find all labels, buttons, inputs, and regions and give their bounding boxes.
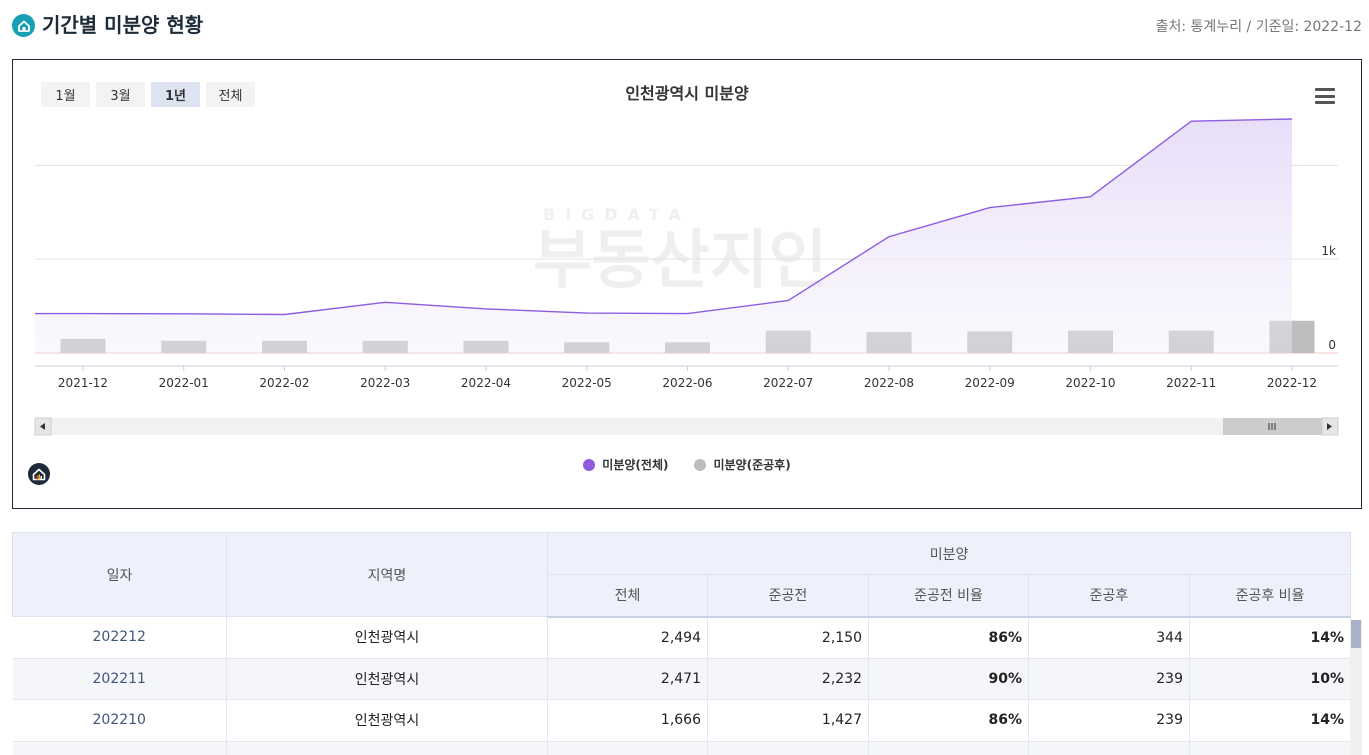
x-tick-label: 2022-02 [259, 376, 309, 390]
col-header-pre-completion-ratio[interactable]: 준공전 비율 [868, 574, 1029, 618]
navigator-left-arrow-icon [40, 423, 45, 430]
table-row[interactable] [12, 741, 1352, 755]
page-title: 기간별 미분양 현황 [42, 13, 204, 37]
cell-pre-completion-ratio: 86% [868, 616, 1029, 659]
cell-region: 인천광역시 [226, 616, 548, 659]
col-group-header-unsold: 미분양 [546, 532, 1352, 575]
cell-total [547, 741, 708, 755]
x-tick-label: 2022-09 [965, 376, 1015, 390]
cell-pre-completion [707, 741, 869, 755]
col-header-total[interactable]: 전체 [547, 574, 708, 618]
cell-total: 1,666 [547, 699, 708, 742]
x-tick-label: 2022-05 [562, 376, 612, 390]
chart-navigator[interactable] [34, 417, 1339, 436]
legend-item-total[interactable]: 미분양(전체) [583, 456, 668, 473]
data-table-wrapper: 일자 지역명 미분양 전체 준공전 준공전 비율 준공후 준공후 비율 2022… [12, 532, 1362, 755]
cell-pre-completion-ratio [868, 741, 1029, 755]
legend-label-total: 미분양(전체) [602, 458, 669, 472]
chart-panel: BIGDATA 부동산지인 0 1k 2021-12 2022-01 2022-02 20… [12, 59, 1362, 509]
cell-post-completion-ratio [1189, 741, 1352, 755]
col-header-post-completion-ratio[interactable]: 준공후 비율 [1188, 574, 1352, 618]
chart-menu-icon[interactable] [1315, 88, 1335, 104]
cell-pre-completion-ratio: 90% [868, 658, 1029, 700]
cell-date: 202211 [12, 658, 227, 700]
cell-pre-completion: 1,427 [707, 699, 869, 742]
range-button-1m[interactable]: 1월 [41, 82, 90, 107]
x-tick-label: 2022-10 [1065, 376, 1115, 390]
navigator-track[interactable] [35, 418, 1338, 435]
cell-post-completion-ratio: 14% [1189, 699, 1352, 742]
cell-post-completion-ratio: 14% [1189, 616, 1352, 659]
cell-pre-completion: 2,150 [707, 616, 869, 659]
col-header-post-completion[interactable]: 준공후 [1028, 574, 1190, 618]
chart-title: 인천광역시 미분양 [625, 84, 749, 103]
navigator-grip-icon [1268, 423, 1276, 430]
table-row[interactable]: 202211 인천광역시 2,471 2,232 90% 239 10% [12, 658, 1352, 700]
col-header-date[interactable]: 일자 [12, 532, 227, 617]
cell-region: 인천광역시 [226, 658, 548, 700]
range-button-all[interactable]: 전체 [206, 82, 255, 107]
area-total-fill [35, 119, 1292, 353]
cell-total: 2,471 [547, 658, 708, 700]
cell-pre-completion: 2,232 [707, 658, 869, 700]
legend-marker-completed [694, 458, 707, 471]
table-row[interactable]: 202210 인천광역시 1,666 1,427 86% 239 14% [12, 699, 1352, 742]
cell-post-completion-ratio: 10% [1189, 658, 1352, 700]
col-header-region[interactable]: 지역명 [226, 532, 548, 617]
source-note: 출처: 통계누리 / 기준일: 2022-12 [1155, 19, 1362, 35]
legend-marker-total [583, 458, 596, 471]
range-selector: 1월 3월 1년 전체 [41, 82, 255, 107]
x-tick-label: 2021-12 [58, 376, 108, 390]
cell-date: 202210 [12, 699, 227, 742]
cell-region [226, 741, 548, 755]
data-table: 일자 지역명 미분양 전체 준공전 준공전 비율 준공후 준공후 비율 2022… [12, 532, 1352, 755]
cell-post-completion [1028, 741, 1190, 755]
legend-item-completed[interactable]: 미분양(준공후) [694, 456, 791, 473]
logo-icon [28, 463, 50, 485]
cell-post-completion: 344 [1028, 616, 1190, 659]
line-total [35, 118, 1293, 316]
legend-label-completed: 미분양(준공후) [713, 458, 791, 472]
col-header-pre-completion[interactable]: 준공전 [707, 574, 869, 618]
navigator-right-arrow-icon [1327, 423, 1332, 430]
page-header: 기간별 미분양 현황 출처: 통계누리 / 기준일: 2022-12 [12, 10, 1362, 42]
cell-date: 202212 [12, 616, 227, 659]
table-row[interactable]: 202212 인천광역시 2,494 2,150 86% 344 14% [12, 616, 1352, 659]
chart-legend: 미분양(전체) 미분양(준공후) [13, 456, 1361, 473]
range-button-1y[interactable]: 1년 [151, 82, 200, 107]
cell-total: 2,494 [547, 616, 708, 659]
x-tick-label: 2022-06 [662, 376, 712, 390]
x-tick-label: 2022-01 [159, 376, 209, 390]
range-button-3m[interactable]: 3월 [96, 82, 145, 107]
x-tick-label: 2022-12 [1267, 376, 1317, 390]
x-tick-label: 2022-11 [1166, 376, 1216, 390]
y-tick-label: 0 [1328, 338, 1336, 352]
chart-plot: BIGDATA 부동산지인 0 1k 2021-12 2022-01 2022-02 20… [34, 118, 1339, 436]
x-tick-label: 2022-08 [864, 376, 914, 390]
home-icon [12, 14, 35, 37]
cell-region: 인천광역시 [226, 699, 548, 742]
cell-pre-completion-ratio: 86% [868, 699, 1029, 742]
cell-date [12, 741, 227, 755]
table-scrollbar[interactable] [1350, 620, 1362, 755]
cell-post-completion: 239 [1028, 699, 1190, 742]
watermark-main: 부동산지인 [533, 224, 827, 298]
watermark: BIGDATA 부동산지인 [533, 205, 827, 298]
table-scrollbar-thumb[interactable] [1351, 620, 1361, 648]
y-tick-label: 1k [1321, 244, 1336, 258]
x-tick-label: 2022-04 [461, 376, 511, 390]
x-tick-label: 2022-07 [763, 376, 813, 390]
watermark-sub: BIGDATA [543, 205, 691, 224]
x-tick-label: 2022-03 [360, 376, 410, 390]
cell-post-completion: 239 [1028, 658, 1190, 700]
